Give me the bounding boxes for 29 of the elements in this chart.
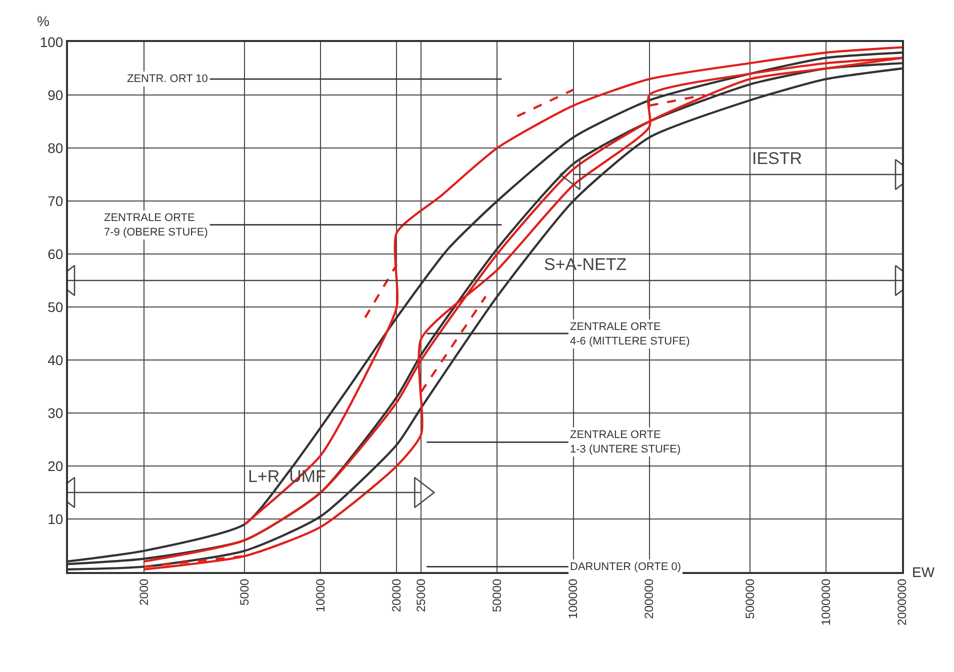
x-axis-title: EW [912,564,936,580]
y-tick-label: 30 [48,404,64,421]
x-tick-label: 50000 [490,578,504,612]
x-tick-label: 10000 [314,578,328,612]
y-tick-label: 20 [48,458,64,474]
x-tick-label: 500000 [742,578,757,619]
y-tick-label: 100 [40,34,64,50]
x-tick-label: 1000000 [818,578,833,626]
ref-line-label: ZENTR. ORT 10 [127,73,208,85]
x-tick-label: 100000 [566,578,580,619]
y-tick-label: 60 [48,246,64,262]
x-tick-label: 2000 [136,578,151,606]
x-tick-label: 25000 [414,578,428,612]
y-tick-label: 90 [48,86,64,103]
x-tick-label: 2000000 [894,578,909,626]
y-axis-title: % [37,13,50,29]
x-tick-label: 200000 [642,578,656,619]
y-tick-label: 50 [48,298,64,315]
ref-line-label: ZENTRALE ORTE 7-9 (OBERE STUFE) [104,212,208,238]
series-label: IESTR [752,149,802,168]
ref-line-label: ZENTRALE ORTE 1-3 (UNTERE STUFE) [570,429,681,456]
y-tick-label: 10 [48,510,64,527]
y-tick-label: 80 [48,140,64,156]
ref-line-label: ZENTRALE ORTE 4-6 (MITTLERE STUFE) [570,321,690,348]
y-tick-label: 70 [48,192,64,209]
x-tick-label: 5000 [237,578,252,606]
y-tick-label: 40 [48,352,64,368]
x-tick-label: 20000 [390,578,404,612]
ref-line-label: DARUNTER (ORTE 0) [570,561,682,573]
